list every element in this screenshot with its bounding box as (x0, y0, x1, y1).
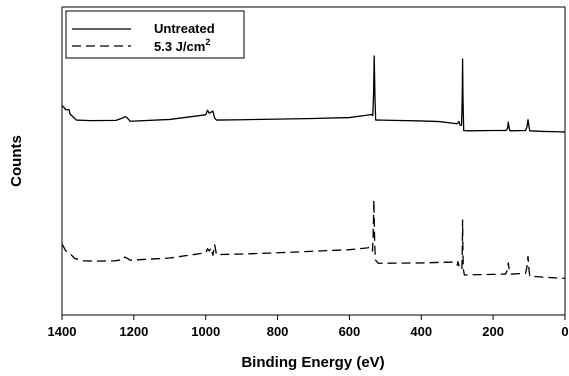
legend-label-untreated: Untreated (154, 21, 215, 36)
series-line-untreated (61, 55, 566, 133)
x-tick-label: 1400 (48, 324, 77, 339)
x-tick-label: 200 (482, 324, 504, 339)
legend-label-5-3-j-cm2: 5.3 J/cm2 (154, 37, 210, 54)
x-tick-label: 800 (267, 324, 289, 339)
x-tick-label: 1200 (119, 324, 148, 339)
x-tick-label: 600 (339, 324, 361, 339)
x-tick-label: 1000 (191, 324, 220, 339)
series-line-5-3-j-cm2 (61, 199, 566, 279)
legend-label-5-3-main: 5.3 J/cm (154, 39, 205, 54)
x-tick-label: 400 (410, 324, 432, 339)
legend: Untreated 5.3 J/cm2 (65, 10, 245, 59)
plot-area-frame (61, 6, 566, 316)
y-axis-title: Counts (8, 135, 25, 187)
series-layer (61, 55, 566, 279)
x-tick-label: 0 (561, 324, 568, 339)
x-axis-ticks: 1400 1200 1000 800 600 400 200 0 (48, 315, 569, 339)
legend-box (65, 10, 245, 59)
legend-label-5-3-superscript: 2 (205, 37, 210, 47)
x-axis-title: Binding Energy (eV) (241, 354, 384, 371)
